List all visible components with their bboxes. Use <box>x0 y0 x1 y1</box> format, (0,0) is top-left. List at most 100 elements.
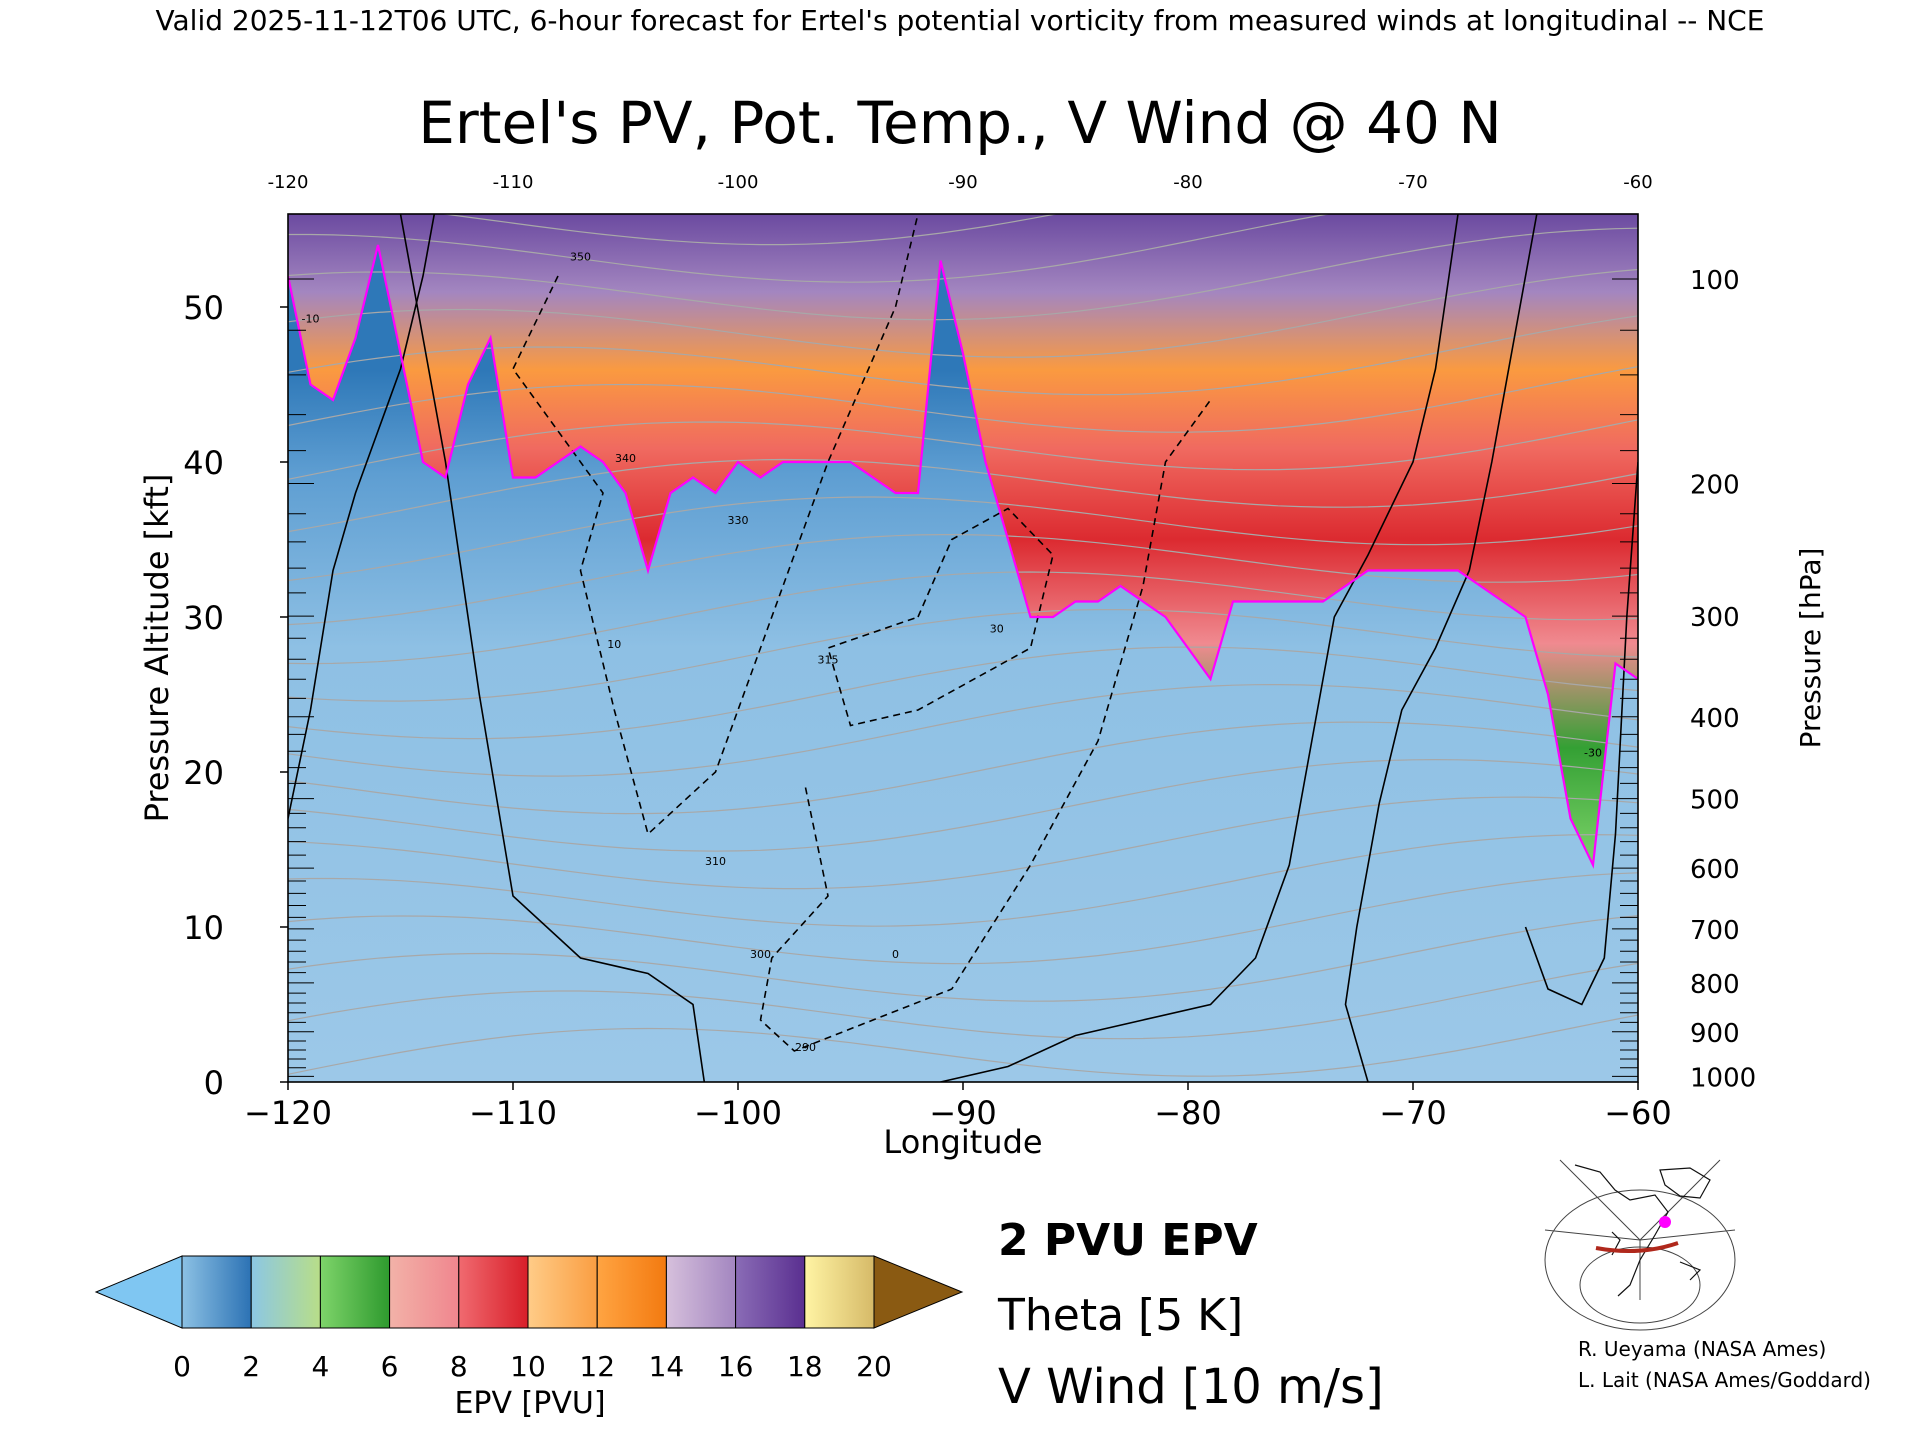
pressure-tick-label: 500 <box>1690 786 1740 816</box>
theta-contour <box>288 496 1638 582</box>
contour-label: 300 <box>750 948 771 961</box>
colorbar-segment <box>665 1255 737 1329</box>
x-tick-label: −100 <box>694 1094 782 1132</box>
contour-label: 0 <box>892 948 899 961</box>
theta-contour <box>288 915 1638 1002</box>
y-tick-label: 20 <box>183 754 224 792</box>
theta-contour <box>288 796 1638 890</box>
contour-label: -30 <box>1584 747 1602 760</box>
y-tick-label: 0 <box>204 1064 224 1102</box>
top-tick-label: -80 <box>1173 172 1202 193</box>
contour-label: 330 <box>728 514 749 527</box>
plot-area: 350 340 330 315 310 300 290 30 10 0 -10 -30 <box>287 213 1639 1083</box>
colorbar-tick-label: 16 <box>718 1350 754 1383</box>
v-wind-dashed-line <box>759 399 1212 1052</box>
colorbar-tick-label: 14 <box>649 1350 685 1383</box>
colorbar-segment <box>389 1255 460 1329</box>
pressure-tick-label: 300 <box>1690 603 1740 633</box>
legend-entry: Theta [5 K] <box>997 1290 1243 1341</box>
colorbar-segment <box>527 1255 598 1329</box>
colorbar-tick-label: 8 <box>450 1350 468 1383</box>
x-tick-label: −110 <box>469 1094 557 1132</box>
pv-2pvu-contour <box>288 244 1638 869</box>
theta-contour <box>288 833 1638 927</box>
theta-contour <box>288 366 1638 433</box>
theta-contour <box>288 646 1638 740</box>
colorbar-label: EPV [PVU] <box>454 1386 605 1421</box>
pressure-tick-label: 100 <box>1690 266 1740 296</box>
colorbar-under-arrow <box>94 1255 183 1329</box>
colorbar-segment <box>458 1255 529 1329</box>
credit-line-1: R. Ueyama (NASA Ames) <box>1578 1337 1826 1361</box>
colorbar-segment <box>181 1255 252 1329</box>
contour-label: 30 <box>990 623 1004 636</box>
v-wind-zero-line <box>399 214 706 1082</box>
legend-entry: V Wind [10 m/s] <box>998 1359 1384 1415</box>
map-transect-line <box>1595 1241 1679 1254</box>
contour-label: 290 <box>795 1041 816 1054</box>
theta-contour <box>439 214 1059 246</box>
x-tick-label: −60 <box>1604 1094 1672 1132</box>
y-tick-label: 10 <box>183 909 224 947</box>
chart-title: Ertel's PV, Pot. Temp., V Wind @ 40 N <box>418 89 1501 157</box>
location-map <box>1538 1152 1736 1331</box>
contour-label: 340 <box>615 452 636 465</box>
pressure-tick-label: 400 <box>1690 704 1740 734</box>
colorbar: 0 2 4 6 8 10 12 14 16 18 20 <box>94 1255 964 1383</box>
theta-contour <box>288 872 1638 965</box>
colorbar-segment <box>319 1255 391 1329</box>
contour-label: 10 <box>607 638 621 651</box>
colorbar-segment <box>250 1255 321 1329</box>
y-tick-label: 50 <box>183 289 224 327</box>
v-wind-zero-line <box>288 214 436 819</box>
theta-contour <box>288 1014 1638 1077</box>
x-tick-label: −90 <box>929 1094 997 1132</box>
contour-label: 315 <box>818 654 839 667</box>
top-tick-label: -70 <box>1398 172 1427 193</box>
x-tick-label: −80 <box>1154 1094 1222 1132</box>
colorbar-segment <box>596 1255 667 1329</box>
theta-contour <box>288 721 1638 815</box>
map-frame <box>1538 1152 1736 1302</box>
map-graticule <box>1544 1159 1736 1331</box>
pressure-tick-label: 700 <box>1690 916 1740 946</box>
colorbar-tick-label: 10 <box>510 1350 546 1383</box>
top-tick-label: -120 <box>268 172 309 193</box>
colorbar-tick-label: 6 <box>381 1350 399 1383</box>
theta-contour <box>288 758 1638 852</box>
v-wind-zero-line <box>1344 214 1538 1082</box>
axes: −120-120−110-110−100-100−90-90−80-80−70-… <box>183 172 1756 1132</box>
theta-contours <box>288 214 1638 1077</box>
theta-contour <box>288 534 1638 626</box>
legend: 2 PVU EPV Theta [5 K] V Wind [10 m/s] <box>997 1215 1384 1415</box>
top-tick-label: -110 <box>493 172 534 193</box>
contour-label: 350 <box>570 251 591 264</box>
top-tick-label: -100 <box>718 172 759 193</box>
top-tick-label: -60 <box>1623 172 1652 193</box>
y-axis-label: Pressure Altitude [kft] <box>138 474 176 823</box>
v-wind-zero-line <box>940 214 1459 1082</box>
colorbar-segment <box>735 1255 806 1329</box>
colorbar-tick-label: 0 <box>173 1350 191 1383</box>
contour-label: 310 <box>705 855 726 868</box>
theta-contour <box>288 227 1638 321</box>
colorbar-tick-label: 4 <box>311 1350 329 1383</box>
theta-contour <box>288 458 1638 533</box>
y-tick-label: 40 <box>183 444 224 482</box>
legend-entry: 2 PVU EPV <box>998 1215 1258 1266</box>
credit-line-2: L. Lait (NASA Ames/Goddard) <box>1578 1368 1871 1392</box>
y-tick-label: 30 <box>183 599 224 637</box>
pressure-tick-label: 900 <box>1690 1019 1740 1049</box>
pressure-tick-label: 200 <box>1690 470 1740 500</box>
colorbar-tick-label: 20 <box>856 1350 892 1383</box>
x-tick-label: −70 <box>1379 1094 1447 1132</box>
colorbar-tick-label: 2 <box>242 1350 260 1383</box>
v-wind-zero-line <box>1524 461 1638 1006</box>
colorbar-over-arrow <box>873 1255 964 1329</box>
x-axis-label: Longitude <box>883 1123 1042 1161</box>
high-pv-region <box>288 214 1638 865</box>
theta-contour <box>288 315 1638 396</box>
pressure-tick-label: 1000 <box>1690 1063 1756 1093</box>
theta-contour <box>288 683 1638 777</box>
